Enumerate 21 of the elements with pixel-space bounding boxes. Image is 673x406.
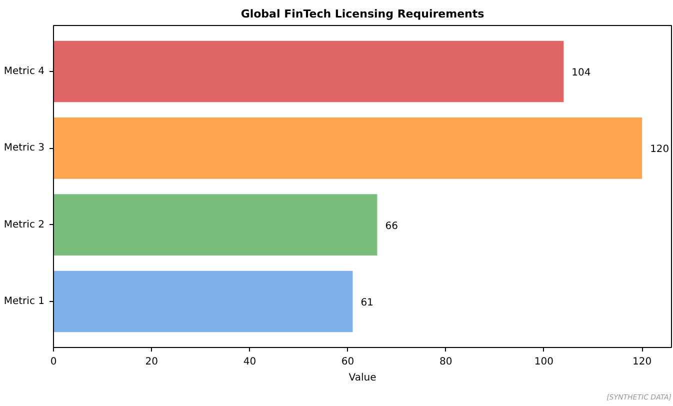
data-label: 61 [360,298,374,308]
x-tick-label: 40 [243,356,256,368]
x-tick-label: 120 [632,356,652,368]
x-axis-title: Value [348,372,376,384]
x-tick-label: 20 [145,356,158,368]
chart-title: Global FinTech Licensing Requirements [240,8,485,20]
y-tick-label: Metric 3 [4,142,45,154]
bar [54,194,378,256]
x-tick-label: 100 [534,356,554,368]
y-tick-label: Metric 4 [4,66,45,77]
data-label: 104 [572,68,591,78]
x-tick-label: 80 [440,356,452,368]
data-label: 66 [385,220,398,232]
bar [54,40,564,102]
data-label: 120 [650,144,670,156]
x-tick-label: 0 [50,356,57,368]
y-tick-label: Metric 1 [4,296,45,307]
y-tick-label: Metric 2 [4,219,45,230]
x-tick-label: 60 [341,356,354,368]
bar [54,270,353,332]
bar [54,118,642,179]
